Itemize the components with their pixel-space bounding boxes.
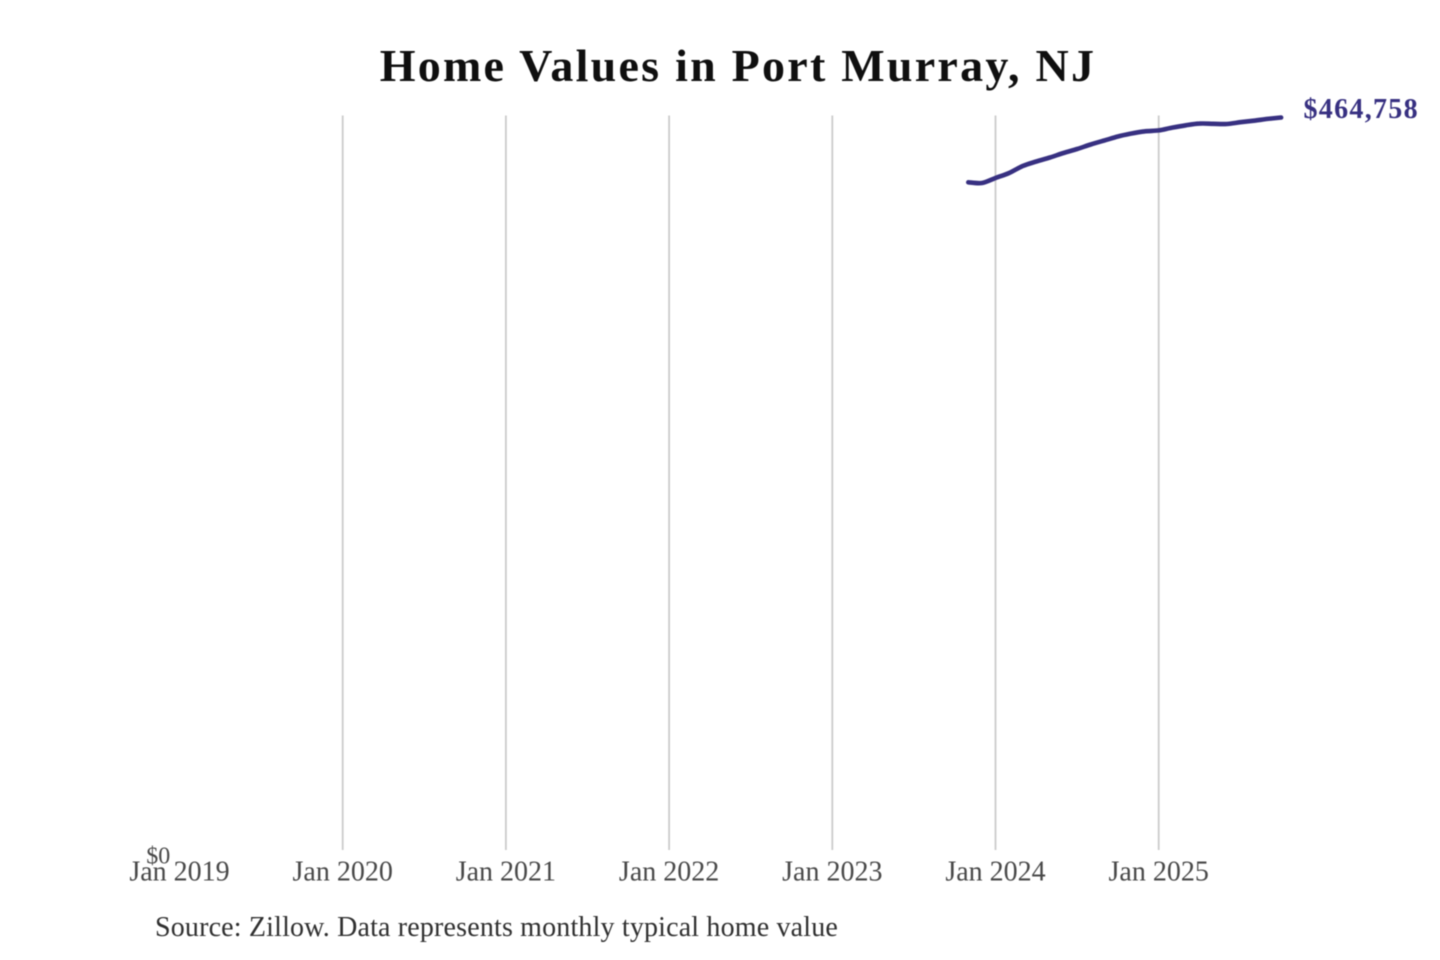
svg-text:Home Values in Port Murray, NJ: Home Values in Port Murray, NJ xyxy=(380,40,1097,91)
svg-text:Jan 2020: Jan 2020 xyxy=(293,857,393,888)
svg-text:Jan 2021: Jan 2021 xyxy=(456,857,556,888)
svg-text:Jan 2019: Jan 2019 xyxy=(129,857,229,888)
svg-text:Source: Zillow. Data represent: Source: Zillow. Data represents monthly … xyxy=(155,912,838,943)
svg-text:Jan 2024: Jan 2024 xyxy=(945,857,1045,888)
svg-text:$464,758: $464,758 xyxy=(1304,94,1419,125)
svg-text:Jan 2022: Jan 2022 xyxy=(619,857,719,888)
svg-text:Jan 2023: Jan 2023 xyxy=(782,857,882,888)
svg-text:$0: $0 xyxy=(146,843,170,869)
svg-text:Jan 2025: Jan 2025 xyxy=(1109,857,1209,888)
